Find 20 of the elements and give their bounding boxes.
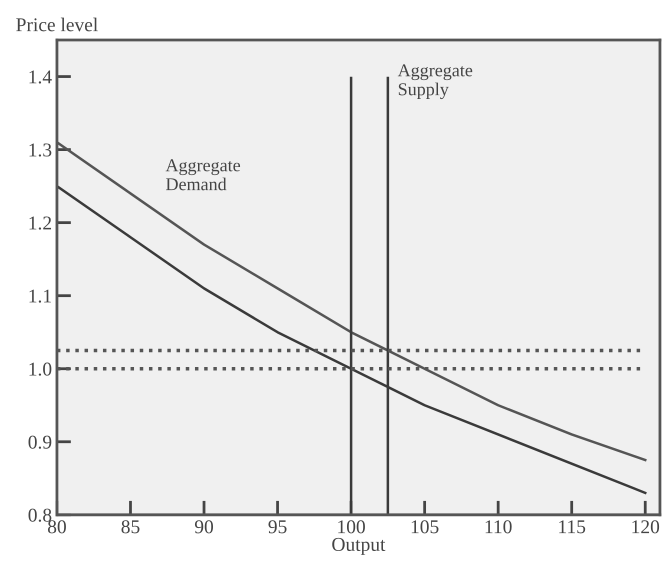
x-tick-label: 105 <box>412 520 438 534</box>
y-tick-label: 0.9 <box>28 436 52 449</box>
x-tick-label: 80 <box>48 520 66 534</box>
y-tick-label: 1.1 <box>29 290 51 303</box>
x-axis-title: Output <box>332 538 386 555</box>
x-tick-label: 90 <box>194 520 214 534</box>
x-tick-label: 95 <box>268 520 287 534</box>
annotation: Aggregate Supply <box>398 64 472 100</box>
y-tick-label: 1.2 <box>29 216 52 230</box>
x-tick-label: 120 <box>632 520 660 534</box>
x-tick-label: 110 <box>486 520 512 534</box>
x-tick-label: 85 <box>122 520 140 534</box>
y-tick-label: 1.0 <box>29 362 52 376</box>
y-tick-label: 0.8 <box>28 508 52 522</box>
annotation: Aggregate Demand <box>166 159 240 190</box>
y-axis-title: Price level <box>16 18 98 32</box>
x-tick-label: 100 <box>338 520 365 534</box>
y-tick-label: 1.4 <box>29 70 52 84</box>
y-tick-label: 1.3 <box>29 143 52 157</box>
x-tick-label: 115 <box>559 520 586 534</box>
